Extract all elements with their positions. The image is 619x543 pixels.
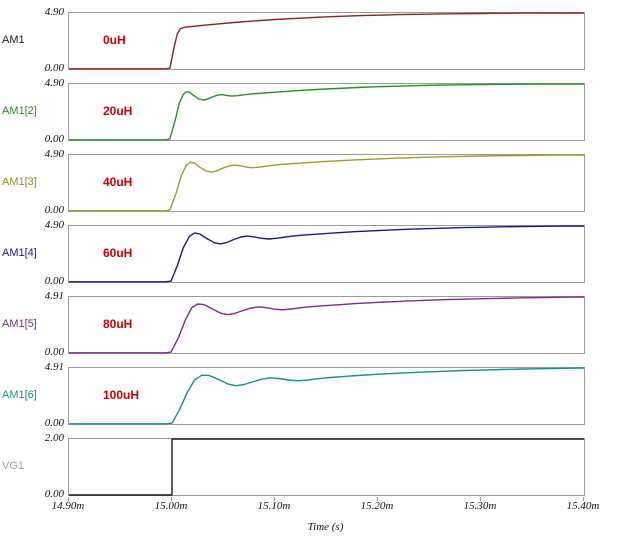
x-tick-label: 15.00m (154, 500, 188, 512)
inductance-annotation: 40uH (103, 175, 133, 189)
waveform-trace (69, 296, 585, 354)
y-min-label: 0.00 (44, 133, 64, 145)
y-max-label: 4.90 (44, 6, 64, 18)
waveform-trace (69, 154, 585, 212)
x-tick-label: 15.40m (566, 500, 600, 512)
y-min-label: 0.00 (44, 275, 64, 287)
y-min-label: 0.00 (44, 346, 64, 358)
x-tick-label: 15.30m (463, 500, 497, 512)
waveform-trace (69, 12, 584, 70)
y-max-label: 2.00 (44, 432, 64, 444)
plot-frame: 40uH (68, 154, 585, 212)
y-min-label: 0.00 (44, 62, 64, 74)
waveform-canvas (69, 438, 584, 496)
inductance-annotation: 80uH (103, 317, 133, 331)
plot-frame: 100uH (68, 367, 585, 425)
waveform-canvas (69, 12, 584, 70)
y-max-label: 4.90 (44, 148, 64, 160)
x-tick-mark (480, 497, 481, 501)
waveform-canvas (69, 83, 584, 141)
inductance-annotation: 60uH (103, 246, 133, 260)
y-max-label: 4.91 (44, 361, 64, 373)
trace-label-AM14: AM1[4] (2, 247, 37, 259)
waveform-trace (69, 438, 584, 496)
inductance-annotation: 0uH (103, 33, 126, 47)
trace-label-AM16: AM1[6] (2, 389, 37, 401)
x-axis-title: Time (s) (307, 521, 344, 533)
waveform-trace (69, 83, 584, 141)
x-tick-label: 15.10m (257, 500, 291, 512)
x-tick-label: 15.20m (360, 500, 394, 512)
inductance-annotation: 20uH (103, 104, 133, 118)
y-max-label: 4.91 (44, 290, 64, 302)
x-tick-mark (377, 497, 378, 501)
plot-frame: 60uH (68, 225, 585, 283)
waveform-trace (69, 367, 585, 425)
y-min-label: 0.00 (44, 417, 64, 429)
plot-frame (68, 438, 585, 496)
waveform-canvas (69, 154, 585, 212)
y-max-label: 4.90 (44, 77, 64, 89)
trace-label-VG1: VG1 (2, 460, 25, 472)
waveform-canvas (69, 367, 585, 425)
waveform-canvas (69, 296, 585, 354)
plot-frame: 80uH (68, 296, 585, 354)
waveform-trace (69, 225, 585, 283)
x-tick-mark (274, 497, 275, 501)
y-min-label: 0.00 (44, 488, 64, 500)
trace-label-AM1: AM1 (2, 34, 25, 46)
x-tick-label: 14.90m (51, 500, 85, 512)
x-tick-mark (171, 497, 172, 501)
waveform-canvas (69, 225, 585, 283)
trace-label-AM13: AM1[3] (2, 176, 37, 188)
trace-label-AM15: AM1[5] (2, 318, 37, 330)
y-min-label: 0.00 (44, 204, 64, 216)
y-max-label: 4.90 (44, 219, 64, 231)
inductance-annotation: 100uH (103, 388, 140, 402)
plot-frame: 20uH (68, 83, 585, 141)
x-tick-mark (583, 497, 584, 501)
trace-label-AM12: AM1[2] (2, 105, 37, 117)
x-tick-mark (68, 497, 69, 501)
plot-frame: 0uH (68, 12, 585, 70)
